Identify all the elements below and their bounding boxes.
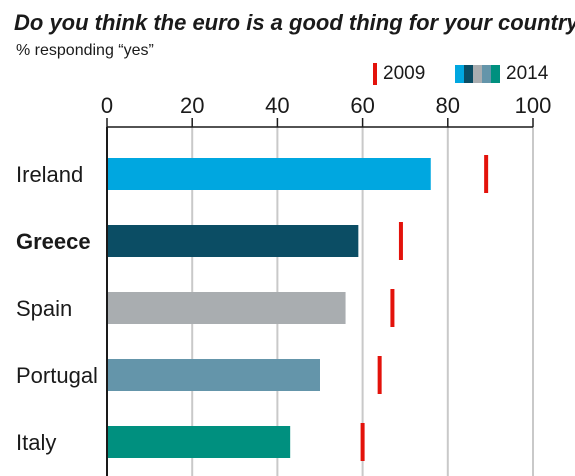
legend-swatch-2014: [455, 65, 500, 83]
category-label-ireland: Ireland: [16, 162, 83, 187]
tick-2009-italy: [360, 423, 365, 461]
tick-2009-portugal: [377, 356, 382, 394]
legend-item-2009: 2009: [373, 62, 425, 86]
chart-title: Do you think the euro is a good thing fo…: [14, 10, 575, 35]
category-label-greece: Greece: [16, 229, 91, 254]
bar-2014-ireland: [107, 158, 431, 190]
tick-2009-spain: [390, 289, 395, 327]
legend-swatch-2014-part: [491, 65, 500, 83]
x-tick-label-80: 80: [436, 93, 460, 118]
category-label-portugal: Portugal: [16, 363, 98, 388]
bar-2014-greece: [107, 225, 359, 257]
category-label-italy: Italy: [16, 430, 56, 455]
legend-label-2014: 2014: [506, 63, 549, 84]
x-tick-label-0: 0: [101, 93, 113, 118]
bar-2014-spain: [107, 292, 346, 324]
x-tick-label-40: 40: [265, 93, 289, 118]
legend-item-2014: 2014: [455, 62, 548, 86]
x-tick-label-100: 100: [515, 93, 552, 118]
bar-2014-portugal: [107, 359, 320, 391]
legend-swatch-2014-part: [464, 65, 473, 83]
legend-swatch-2014-part: [482, 65, 491, 83]
legend-swatch-2009: [373, 63, 377, 85]
x-tick-label-60: 60: [350, 93, 374, 118]
legend-swatch-2014-part: [455, 65, 464, 83]
bar-2014-italy: [107, 426, 291, 458]
category-label-spain: Spain: [16, 296, 72, 321]
tick-2009-greece: [398, 222, 403, 260]
legend-swatch-2014-part: [473, 65, 482, 83]
chart-subtitle: % responding “yes”: [16, 42, 154, 59]
legend-label-2009: 2009: [383, 63, 426, 84]
x-tick-label-20: 20: [180, 93, 204, 118]
tick-2009-ireland: [484, 155, 489, 193]
